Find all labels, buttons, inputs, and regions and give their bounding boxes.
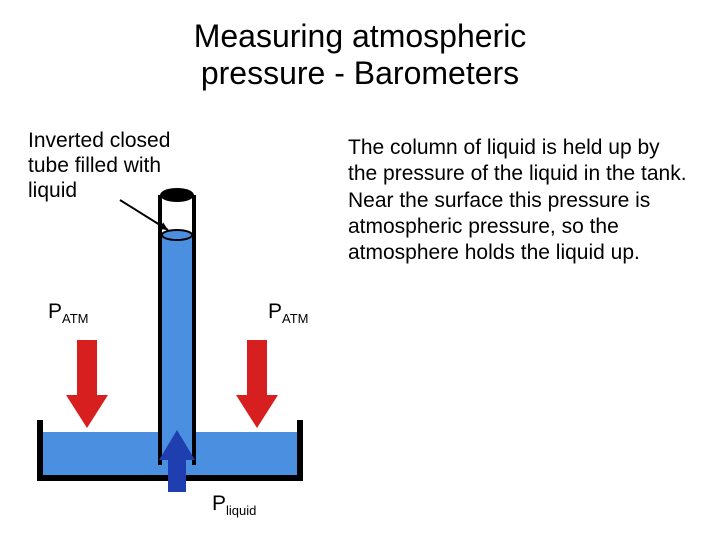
title-line-1: Measuring atmospheric [194, 18, 527, 54]
explanation-text: The column of liquid is held up by the p… [348, 135, 693, 266]
title-line-2: pressure - Barometers [201, 55, 519, 91]
barometer-diagram [30, 170, 310, 500]
page-title: Measuring atmospheric pressure - Baromet… [0, 0, 720, 92]
